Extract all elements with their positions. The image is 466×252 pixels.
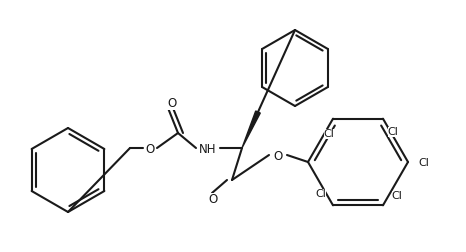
Text: O: O <box>208 193 218 206</box>
Text: Cl: Cl <box>418 158 430 168</box>
Text: Cl: Cl <box>391 191 403 201</box>
Polygon shape <box>242 111 260 148</box>
Text: O: O <box>167 97 177 110</box>
Text: NH: NH <box>199 143 217 156</box>
Text: O: O <box>274 150 282 163</box>
Text: Cl: Cl <box>315 189 327 199</box>
Text: O: O <box>145 143 155 156</box>
Text: Cl: Cl <box>323 129 335 139</box>
Text: Cl: Cl <box>388 127 398 137</box>
